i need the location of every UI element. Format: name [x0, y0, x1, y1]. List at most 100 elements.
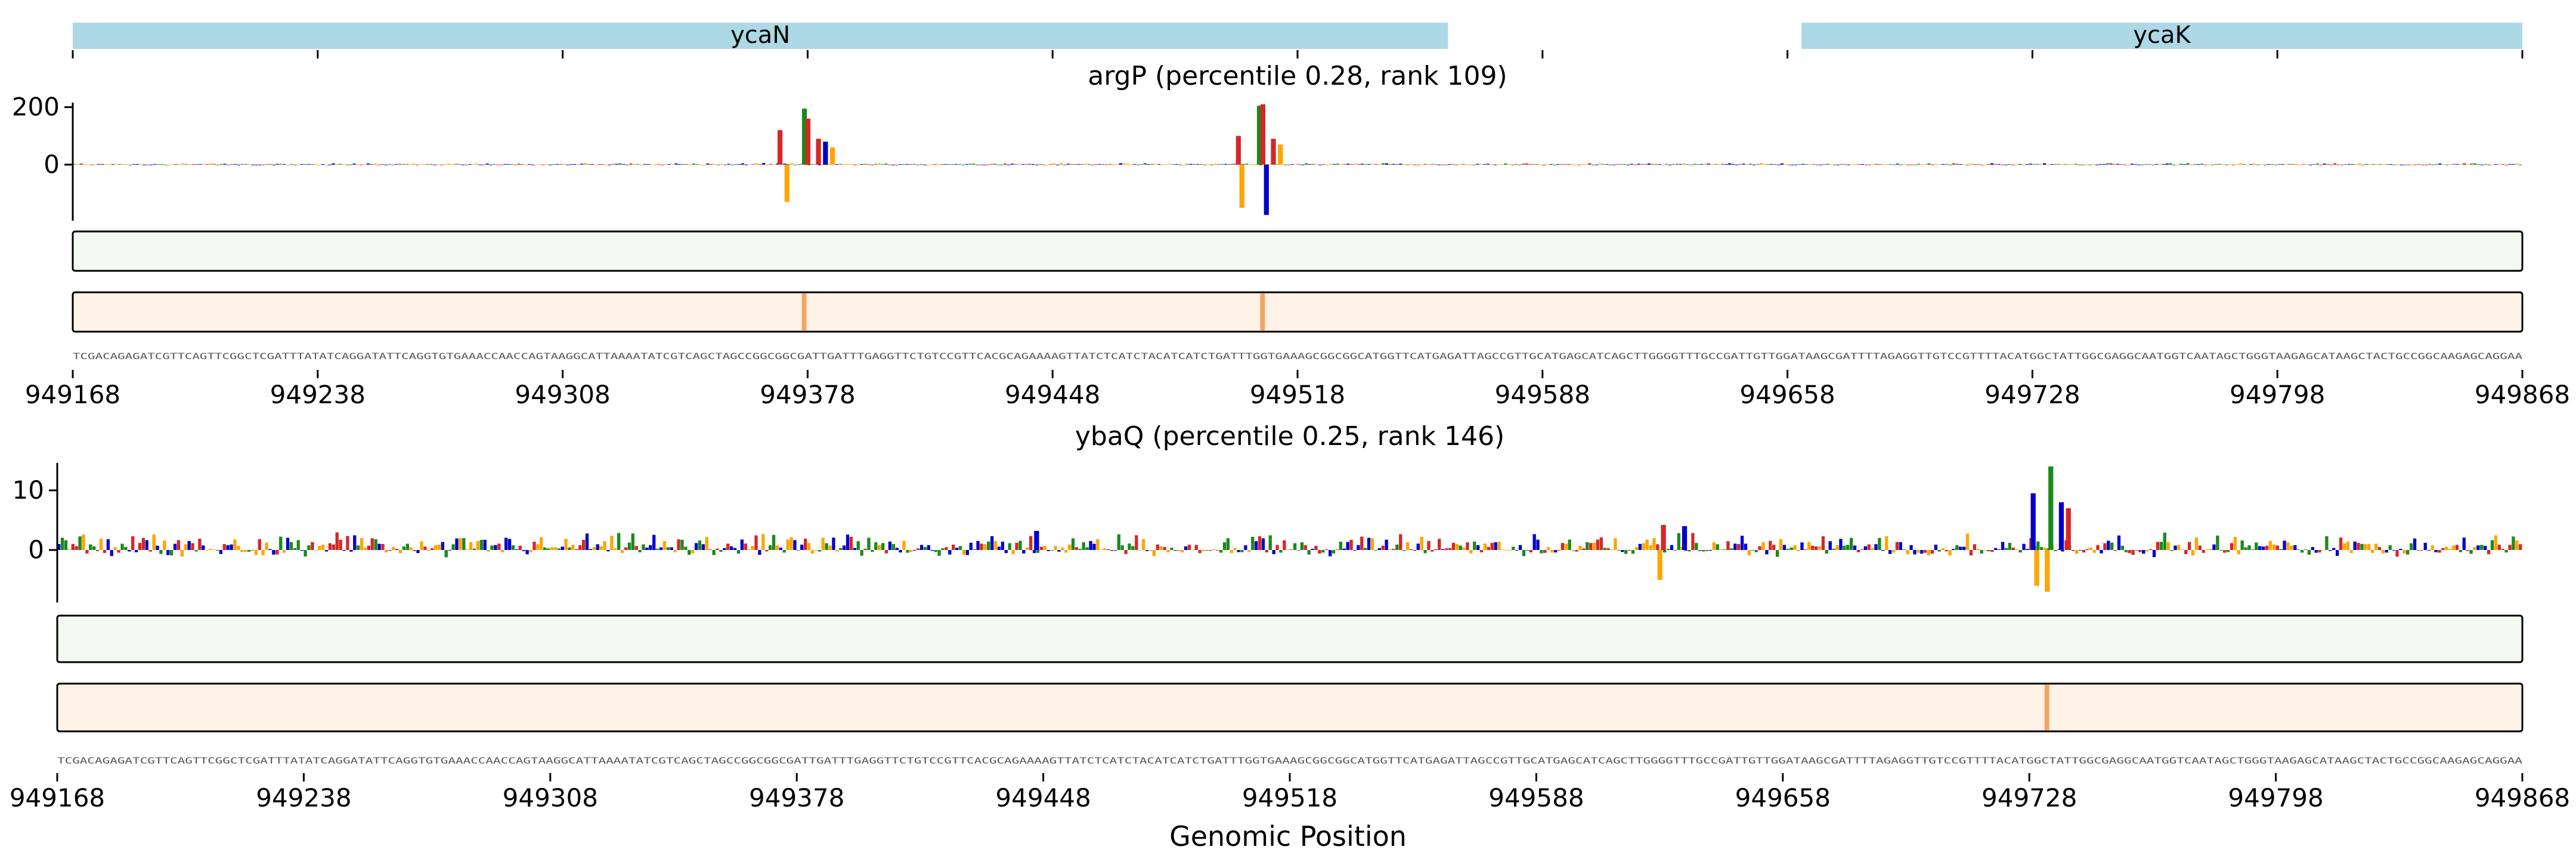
- logo-background-letter: [990, 536, 994, 550]
- logo-background-letter: [420, 541, 423, 550]
- logo-background-letter: [881, 164, 884, 165]
- logo-background-letter: [131, 536, 135, 550]
- logo-background-letter: [398, 163, 402, 165]
- logo-background-letter: [552, 164, 556, 165]
- logo-background-letter: [1885, 164, 1889, 165]
- logo-background-letter: [596, 544, 599, 550]
- logo-background-letter: [1490, 543, 1494, 550]
- logo-background-letter: [1462, 547, 1466, 550]
- logo-background-letter: [590, 164, 594, 165]
- logo-background-letter: [2163, 532, 2166, 550]
- logo-background-letter: [2116, 163, 2120, 165]
- logo-background-letter: [518, 545, 522, 550]
- logo-background-letter: [118, 164, 122, 165]
- logo-background-letter: [314, 550, 318, 551]
- logo-background-letter: [682, 164, 685, 165]
- logo-background-letter: [366, 163, 370, 165]
- logo-background-letter: [120, 543, 124, 550]
- logo-background-letter: [1627, 550, 1631, 551]
- logo-background-letter: [839, 548, 843, 550]
- logo-background-letter: [1189, 163, 1193, 165]
- logo-background-letter: [2237, 550, 2240, 555]
- logo-background-letter: [828, 545, 832, 550]
- logo-background-letter: [1357, 545, 1360, 550]
- logo-background-letter: [1135, 535, 1138, 550]
- logo-peak-letter: [1661, 525, 1666, 550]
- logo-background-letter: [913, 550, 917, 551]
- logo-background-letter: [78, 536, 82, 550]
- logo-background-letter: [1504, 550, 1508, 551]
- panel-argP-logo-plot: [73, 104, 2522, 215]
- logo-background-letter: [1029, 536, 1033, 550]
- logo-background-letter: [650, 164, 654, 165]
- logo-background-letter: [1731, 163, 1735, 165]
- logo-background-letter: [1617, 550, 1621, 551]
- logo-background-letter: [2261, 546, 2265, 550]
- logo-background-letter: [705, 537, 708, 550]
- logo-background-letter: [450, 163, 454, 165]
- logo-background-letter: [1856, 550, 1860, 552]
- logo-background-letter: [692, 163, 696, 165]
- logo-background-letter: [1647, 163, 1651, 165]
- logo-background-letter: [422, 164, 426, 165]
- logo-background-letter: [2354, 164, 2358, 165]
- logo-background-letter: [1532, 534, 1536, 550]
- gene-ycaN-bar[interactable]: [73, 23, 1448, 49]
- logo-background-letter: [2142, 550, 2145, 554]
- logo-background-letter: [279, 536, 283, 550]
- logo-background-letter: [927, 545, 931, 550]
- logo-peak-letter: [1256, 106, 1262, 165]
- logo-background-letter: [2353, 541, 2357, 550]
- logo-background-letter: [1314, 546, 1318, 550]
- logo-background-letter: [748, 164, 751, 165]
- logo-background-letter: [388, 163, 391, 165]
- logo-background-letter: [2501, 549, 2504, 550]
- logo-background-letter: [1177, 550, 1181, 551]
- logo-background-letter: [1624, 550, 1628, 554]
- logo-background-letter: [2290, 545, 2293, 550]
- logo-background-letter: [444, 550, 448, 558]
- x-tick-label: 949518: [1250, 380, 1345, 409]
- logo-background-letter: [307, 545, 311, 550]
- logo-background-letter: [2371, 164, 2375, 165]
- logo-background-letter: [948, 164, 951, 165]
- panel-ybaQ: ybaQ (percentile 0.25, rank 146) 10 0 TCG…: [10, 421, 2570, 812]
- green-track-box: [72, 230, 2524, 272]
- logo-background-letter: [1536, 539, 1540, 550]
- logo-background-letter: [1328, 550, 1332, 557]
- logo-background-letter: [1759, 163, 1763, 165]
- gene-ycaK-bar[interactable]: [1801, 23, 2522, 49]
- logo-background-letter: [814, 550, 818, 551]
- logo-background-letter: [2283, 540, 2286, 550]
- sequence-text: TCGACAGAGATCGTTCAGTTCGGCTCGATTTATATCAGGA…: [73, 352, 2523, 361]
- logo-background-letter: [237, 545, 240, 550]
- logo-background-letter: [2399, 549, 2402, 550]
- logo-background-letter: [2043, 548, 2047, 550]
- logo-background-letter: [2124, 550, 2128, 552]
- logo-background-letter: [1145, 550, 1149, 551]
- logo-background-letter: [856, 541, 860, 550]
- logo-background-letter: [993, 163, 996, 165]
- logo-background-letter: [793, 540, 797, 550]
- logo-background-letter: [860, 550, 863, 556]
- logo-background-letter: [254, 550, 258, 555]
- logo-background-letter: [2267, 164, 2270, 165]
- logo-background-letter: [2351, 164, 2354, 165]
- logo-background-letter: [615, 163, 618, 165]
- logo-background-letter: [727, 163, 730, 165]
- logo-background-letter: [1024, 164, 1028, 165]
- logo-background-letter: [578, 545, 582, 550]
- gene-annotation-track: ycaN ycaK: [72, 21, 2524, 58]
- logo-background-letter: [1924, 550, 1927, 553]
- logo-background-letter: [1004, 163, 1007, 165]
- logo-background-letter: [1258, 536, 1262, 550]
- logo-background-letter: [1645, 539, 1649, 550]
- x-tick-label: 949308: [515, 380, 610, 409]
- logo-background-letter: [2096, 545, 2100, 550]
- logo-background-letter: [1584, 164, 1588, 165]
- logo-background-letter: [930, 550, 934, 551]
- logo-background-letter: [2113, 550, 2117, 551]
- logo-background-letter: [184, 544, 187, 550]
- logo-background-letter: [191, 543, 194, 550]
- logo-background-letter: [1564, 543, 1568, 550]
